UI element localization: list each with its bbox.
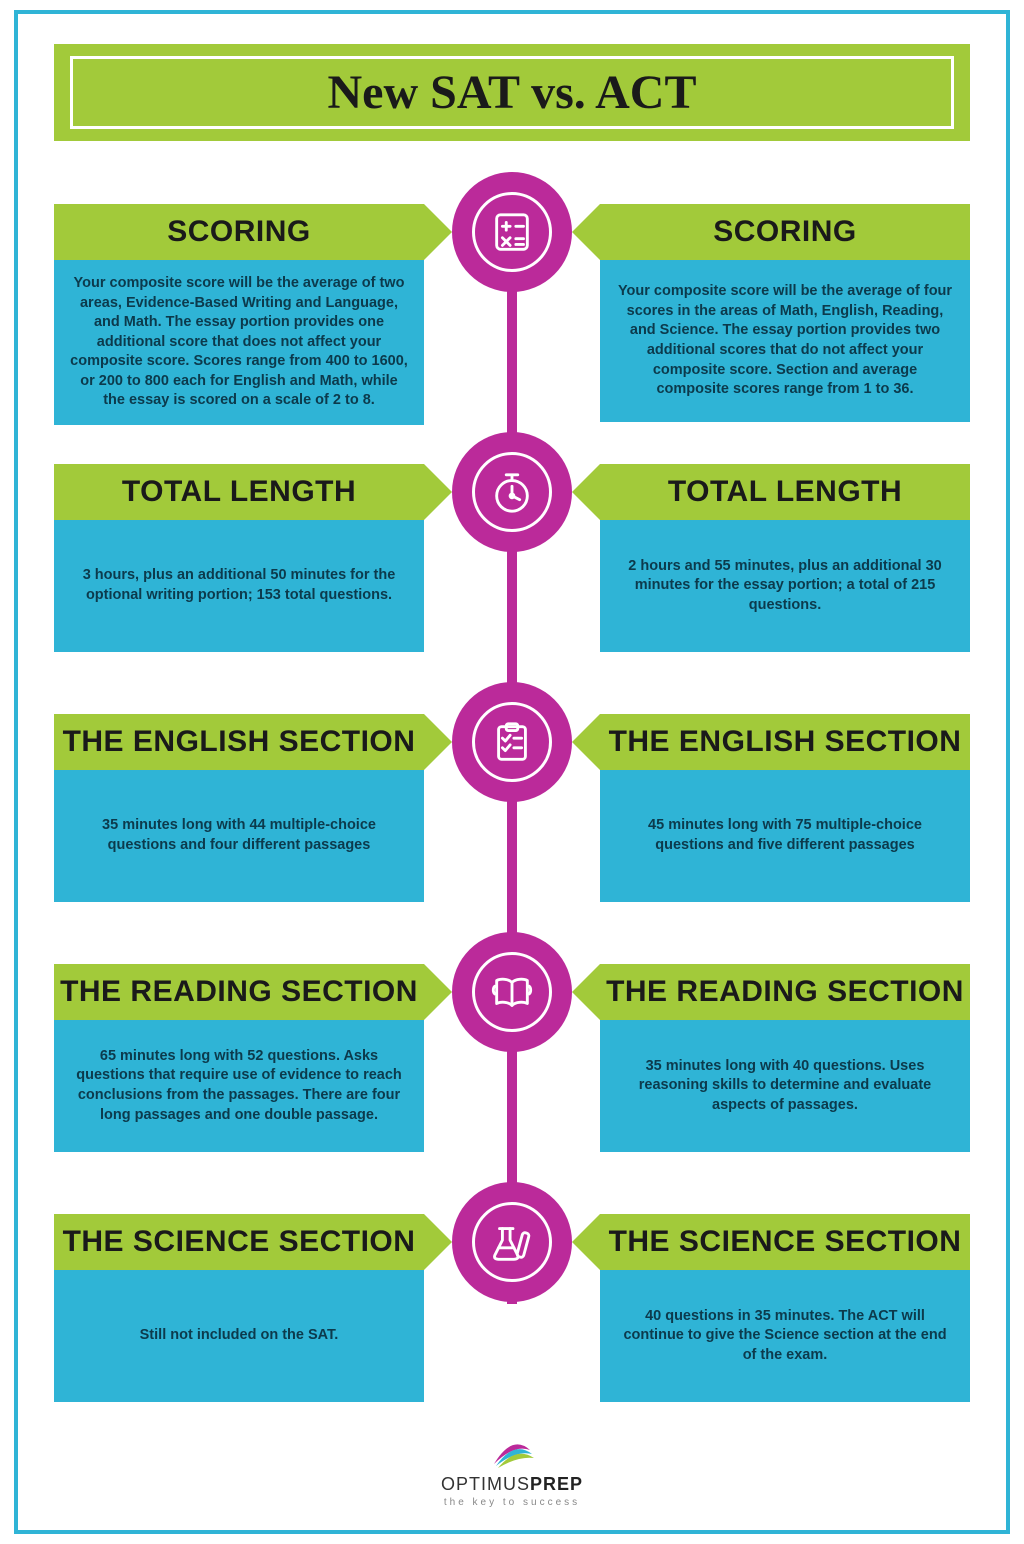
card-heading: THE SCIENCE SECTION bbox=[600, 1214, 970, 1270]
card-body: 3 hours, plus an additional 50 minutes f… bbox=[54, 520, 424, 652]
page-title: New SAT vs. ACT bbox=[73, 65, 951, 120]
logo-swoosh-icon bbox=[484, 1430, 540, 1470]
card-body: Your composite score will be the average… bbox=[600, 260, 970, 422]
card-body: 65 minutes long with 52 questions. Asks … bbox=[54, 1020, 424, 1152]
body-text: 35 minutes long with 40 questions. Uses … bbox=[616, 1057, 954, 1116]
card-body: 35 minutes long with 44 multiple-choice … bbox=[54, 770, 424, 902]
card-heading: SCORING bbox=[54, 204, 424, 260]
timeline-node-reading bbox=[452, 932, 572, 1052]
logo-text-line1: OPTIMUSPREP bbox=[441, 1474, 583, 1495]
heading-text: THE READING SECTION bbox=[606, 975, 964, 1009]
card-body: 40 questions in 35 minutes. The ACT will… bbox=[600, 1270, 970, 1402]
body-text: Still not included on the SAT. bbox=[140, 1326, 339, 1346]
science-icon bbox=[472, 1202, 552, 1282]
timeline-node-english bbox=[452, 682, 572, 802]
heading-text: SCORING bbox=[713, 215, 857, 249]
stopwatch-icon bbox=[472, 452, 552, 532]
brand-logo: OPTIMUSPREP the key to success bbox=[441, 1430, 583, 1508]
card-length-act: TOTAL LENGTH 2 hours and 55 minutes, plu… bbox=[600, 464, 970, 652]
infographic-frame: New SAT vs. ACT SCORING Your composite s… bbox=[14, 10, 1010, 1534]
card-scoring-act: SCORING Your composite score will be the… bbox=[600, 204, 970, 422]
reading-icon bbox=[472, 952, 552, 1032]
checklist-icon bbox=[472, 702, 552, 782]
heading-text: SCORING bbox=[167, 215, 311, 249]
card-heading: TOTAL LENGTH bbox=[54, 464, 424, 520]
card-heading: THE READING SECTION bbox=[54, 964, 424, 1020]
title-inner-border: New SAT vs. ACT bbox=[70, 56, 954, 129]
heading-text: TOTAL LENGTH bbox=[122, 475, 356, 509]
timeline-node-scoring bbox=[452, 172, 572, 292]
card-body: 2 hours and 55 minutes, plus an addition… bbox=[600, 520, 970, 652]
title-bar: New SAT vs. ACT bbox=[54, 44, 970, 141]
body-text: 45 minutes long with 75 multiple-choice … bbox=[616, 816, 954, 855]
card-english-sat: THE ENGLISH SECTION 35 minutes long with… bbox=[54, 714, 424, 902]
heading-text: TOTAL LENGTH bbox=[668, 475, 902, 509]
heading-text: THE READING SECTION bbox=[60, 975, 418, 1009]
body-text: 2 hours and 55 minutes, plus an addition… bbox=[616, 557, 954, 616]
card-body: Still not included on the SAT. bbox=[54, 1270, 424, 1402]
card-length-sat: TOTAL LENGTH 3 hours, plus an additional… bbox=[54, 464, 424, 652]
card-heading: SCORING bbox=[600, 204, 970, 260]
body-text: 40 questions in 35 minutes. The ACT will… bbox=[616, 1307, 954, 1366]
body-text: 3 hours, plus an additional 50 minutes f… bbox=[70, 566, 408, 605]
card-science-act: THE SCIENCE SECTION 40 questions in 35 m… bbox=[600, 1214, 970, 1402]
logo-text-line2: the key to success bbox=[441, 1497, 583, 1508]
card-heading: THE ENGLISH SECTION bbox=[600, 714, 970, 770]
body-text: Your composite score will be the average… bbox=[616, 282, 954, 399]
card-science-sat: THE SCIENCE SECTION Still not included o… bbox=[54, 1214, 424, 1402]
card-heading: THE READING SECTION bbox=[600, 964, 970, 1020]
logo-light: OPTIMUS bbox=[441, 1474, 530, 1494]
card-reading-sat: THE READING SECTION 65 minutes long with… bbox=[54, 964, 424, 1152]
calculator-icon bbox=[472, 192, 552, 272]
card-body: 45 minutes long with 75 multiple-choice … bbox=[600, 770, 970, 902]
card-body: 35 minutes long with 40 questions. Uses … bbox=[600, 1020, 970, 1152]
card-reading-act: THE READING SECTION 35 minutes long with… bbox=[600, 964, 970, 1152]
card-heading: TOTAL LENGTH bbox=[600, 464, 970, 520]
timeline-node-science bbox=[452, 1182, 572, 1302]
card-heading: THE ENGLISH SECTION bbox=[54, 714, 424, 770]
heading-text: THE SCIENCE SECTION bbox=[63, 1225, 416, 1259]
timeline-node-length bbox=[452, 432, 572, 552]
heading-text: THE ENGLISH SECTION bbox=[609, 725, 962, 759]
card-scoring-sat: SCORING Your composite score will be the… bbox=[54, 204, 424, 425]
body-text: 35 minutes long with 44 multiple-choice … bbox=[70, 816, 408, 855]
card-heading: THE SCIENCE SECTION bbox=[54, 1214, 424, 1270]
card-english-act: THE ENGLISH SECTION 45 minutes long with… bbox=[600, 714, 970, 902]
body-text: 65 minutes long with 52 questions. Asks … bbox=[70, 1047, 408, 1125]
body-text: Your composite score will be the average… bbox=[70, 274, 408, 411]
heading-text: THE ENGLISH SECTION bbox=[63, 725, 416, 759]
heading-text: THE SCIENCE SECTION bbox=[609, 1225, 962, 1259]
logo-bold: PREP bbox=[530, 1474, 583, 1494]
card-body: Your composite score will be the average… bbox=[54, 260, 424, 425]
